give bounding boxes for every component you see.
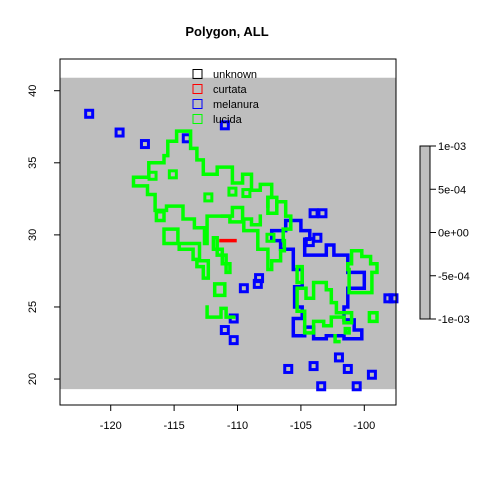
colorbar-tick-label: 1e-03 (438, 141, 466, 153)
plot-frame (59, 58, 397, 406)
series-lucida-outline (220, 205, 263, 227)
series-melanura-cell (383, 293, 394, 304)
series-melanura-cell (333, 352, 344, 363)
series-melanura-cell (317, 208, 328, 219)
series-lucida-outline (367, 310, 379, 324)
y-tick-label: 35 (27, 157, 39, 169)
y-tick-label: 30 (27, 229, 39, 241)
series-melanura-cell (219, 325, 230, 336)
series-melanura-cell (114, 127, 125, 138)
series-lucida-cell (147, 170, 158, 181)
series-melanura (84, 108, 399, 392)
series-melanura-cell (308, 361, 319, 372)
series-lucida-outline (295, 280, 354, 335)
x-tick-label: -100 (353, 420, 375, 432)
legend-label-melanura: melanura (213, 99, 260, 111)
legend-label-lucida: lucida (213, 114, 243, 126)
legend-key-melanura (192, 99, 203, 109)
colorbar-tick-label: -1e-03 (438, 314, 470, 326)
legend-key-lucida (192, 114, 203, 124)
colorbar-tick-label: 0e+00 (438, 228, 469, 240)
series-melanura-cell (283, 363, 294, 374)
series-lucida-outline (211, 236, 232, 275)
series-melanura-cell (342, 363, 353, 374)
series-lucida-cell (265, 232, 276, 243)
x-tick-label: -105 (290, 420, 312, 432)
series-lucida-outline (205, 305, 236, 319)
series-lucida-outline (212, 282, 227, 298)
x-tick-label: -120 (100, 420, 122, 432)
legend-key-unknown (192, 69, 203, 79)
colorbar: 1e-03 5e-04 0e+00 -5e-04 -1e-03 (419, 141, 470, 326)
series-lucida-outline (131, 129, 293, 272)
series-melanura-cell (308, 208, 319, 219)
y-axis: 20 25 30 35 40 (27, 85, 60, 385)
colorbar-tick-label: 5e-04 (438, 184, 466, 196)
y-tick-label: 40 (27, 85, 39, 97)
y-tick-label: 25 (27, 301, 39, 313)
series-melanura-cell (316, 381, 327, 392)
series-lucida-outline (266, 195, 279, 208)
series-lucida-cell (241, 188, 252, 199)
series-melanura-cell (139, 139, 150, 150)
legend-label-curtata: curtata (213, 84, 248, 96)
chart-title: Polygon, ALL (185, 24, 268, 39)
series-melanura-cell (366, 369, 377, 380)
x-tick-label: -115 (164, 420, 185, 432)
series-lucida-outline (333, 334, 341, 344)
series-melanura-cell (388, 293, 399, 304)
series-lucida-outline (295, 264, 304, 285)
series-melanura-cell (254, 273, 265, 284)
series-melanura-cell (84, 108, 95, 119)
series-lucida-cell (167, 169, 178, 180)
legend: unknown curtata melanura lucida (192, 69, 260, 126)
legend-key-curtata (192, 84, 203, 94)
y-tick-label: 20 (27, 373, 39, 385)
x-tick-label: -110 (227, 420, 248, 432)
series-melanura-cell (312, 232, 323, 243)
series-lucida-cell (227, 186, 238, 197)
series-layer (84, 108, 399, 392)
series-melanura-cell (228, 335, 239, 346)
series-lucida-cell (203, 192, 214, 203)
series-melanura-cell (219, 120, 230, 131)
series-melanura-cell (351, 381, 362, 392)
colorbar-tick-label: -5e-04 (438, 271, 470, 283)
x-axis: -120 -115 -110 -105 -100 (100, 405, 375, 432)
series-melanura-cell (238, 283, 249, 294)
legend-label-unknown: unknown (213, 69, 257, 81)
series-lucida-outline (154, 210, 166, 223)
series-lucida (131, 129, 379, 344)
series-lucida-outline (346, 248, 379, 295)
colorbar-bar (419, 145, 431, 320)
series-lucida-outline (162, 227, 211, 280)
series-lucida-outline (343, 326, 351, 335)
